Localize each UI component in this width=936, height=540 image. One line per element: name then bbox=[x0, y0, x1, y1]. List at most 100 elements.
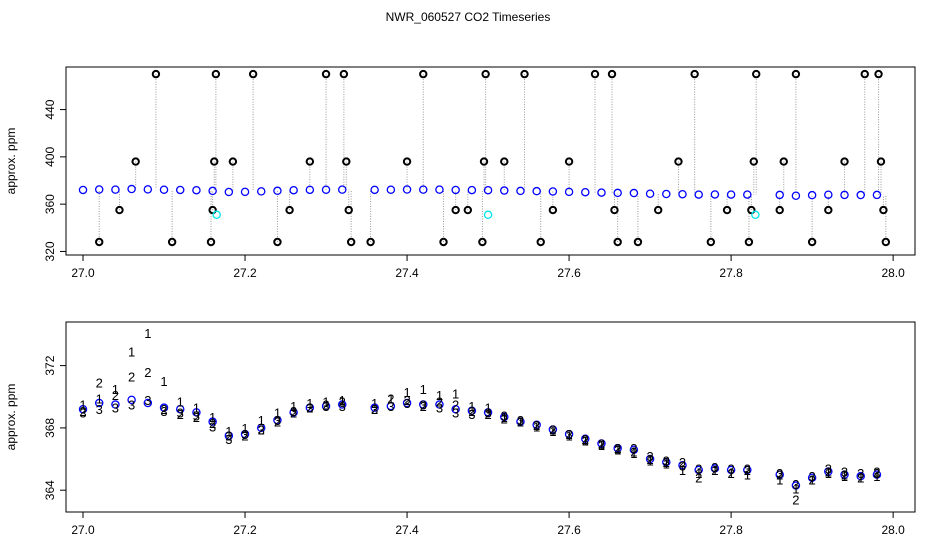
series-marker: 1 bbox=[371, 396, 378, 411]
point bbox=[94, 185, 104, 194]
point bbox=[710, 464, 720, 473]
x-tick-label: 27.6 bbox=[557, 523, 581, 537]
point bbox=[532, 420, 541, 430]
series-marker: 2 bbox=[290, 405, 297, 420]
point bbox=[337, 185, 347, 194]
series-marker: 1 bbox=[484, 401, 491, 416]
point bbox=[775, 190, 784, 200]
series-marker: 3 bbox=[776, 466, 783, 481]
series-marker: 3 bbox=[841, 465, 848, 480]
point bbox=[439, 237, 448, 247]
point bbox=[78, 404, 88, 414]
series-marker: 1 bbox=[436, 388, 443, 403]
point bbox=[779, 157, 788, 166]
point bbox=[548, 205, 558, 215]
series-marker: 2 bbox=[744, 463, 751, 478]
point bbox=[881, 237, 891, 247]
point bbox=[212, 210, 221, 220]
point bbox=[706, 237, 716, 247]
series-marker: 3 bbox=[630, 441, 637, 456]
series-marker: 2 bbox=[841, 468, 848, 483]
series-marker: 1 bbox=[614, 443, 621, 458]
point bbox=[645, 454, 655, 464]
series-marker: 3 bbox=[663, 454, 670, 469]
series-marker: 2 bbox=[792, 493, 799, 508]
point bbox=[208, 186, 217, 196]
series-marker: 3 bbox=[225, 432, 232, 447]
x-tick-label: 27.0 bbox=[71, 266, 95, 280]
point bbox=[127, 184, 136, 194]
series-marker: 1 bbox=[679, 463, 686, 478]
point bbox=[726, 465, 736, 475]
series-marker: 1 bbox=[387, 391, 394, 406]
series-marker: 2 bbox=[274, 415, 281, 430]
series-marker: 3 bbox=[258, 422, 265, 437]
point bbox=[273, 415, 282, 425]
point bbox=[645, 189, 655, 199]
point bbox=[694, 465, 703, 475]
series-marker: 1 bbox=[857, 471, 864, 486]
series-marker: 2 bbox=[96, 376, 103, 391]
point bbox=[467, 185, 477, 195]
point bbox=[479, 157, 489, 166]
series-marker: 2 bbox=[711, 463, 718, 478]
point bbox=[419, 400, 428, 409]
series-marker: 1 bbox=[711, 463, 718, 478]
series-marker: 2 bbox=[695, 471, 702, 486]
series-marker: 2 bbox=[177, 407, 184, 422]
y-tick-label: 360 bbox=[43, 194, 57, 214]
point bbox=[159, 185, 169, 194]
point bbox=[824, 190, 833, 199]
plot-frame bbox=[65, 66, 916, 256]
series-marker: 1 bbox=[160, 374, 167, 389]
series-marker: 2 bbox=[646, 452, 653, 467]
series-marker: 2 bbox=[517, 415, 524, 430]
series-marker: 3 bbox=[582, 433, 589, 448]
series-marker: 1 bbox=[630, 446, 637, 461]
series-marker: 2 bbox=[825, 465, 832, 480]
point bbox=[840, 190, 849, 200]
point bbox=[370, 185, 379, 195]
point bbox=[143, 398, 153, 408]
series-marker: 1 bbox=[565, 429, 572, 444]
series-marker: 2 bbox=[306, 401, 313, 416]
series-marker: 3 bbox=[436, 401, 443, 416]
series-marker: 2 bbox=[128, 370, 135, 385]
point bbox=[127, 395, 136, 405]
point bbox=[321, 69, 331, 79]
series-marker: 2 bbox=[565, 427, 572, 442]
x-tick-label: 28.0 bbox=[881, 266, 905, 280]
series-marker: 3 bbox=[825, 461, 832, 476]
point bbox=[548, 187, 558, 196]
series-marker: 3 bbox=[873, 466, 880, 481]
point bbox=[159, 403, 169, 412]
series-marker: 3 bbox=[144, 393, 151, 408]
point bbox=[115, 205, 124, 215]
point bbox=[581, 187, 590, 197]
point bbox=[775, 470, 784, 479]
point bbox=[791, 191, 801, 201]
point bbox=[175, 185, 185, 195]
figure-title: NWR_060527 CO2 Timeseries bbox=[386, 10, 551, 24]
series-marker: 3 bbox=[549, 422, 556, 437]
series-marker: 1 bbox=[825, 466, 832, 481]
series-marker: 2 bbox=[339, 394, 346, 409]
series-marker: 1 bbox=[549, 424, 556, 439]
series-marker: 3 bbox=[371, 402, 378, 417]
point bbox=[78, 185, 88, 195]
series-marker: 3 bbox=[403, 396, 410, 411]
point bbox=[824, 205, 833, 215]
y-tick-label: 440 bbox=[43, 99, 57, 119]
series-marker: 3 bbox=[290, 404, 297, 419]
series-marker: 2 bbox=[484, 407, 491, 422]
x-tick-label: 27.4 bbox=[395, 523, 419, 537]
point bbox=[419, 185, 428, 194]
series-marker: 2 bbox=[258, 422, 265, 437]
point bbox=[860, 69, 869, 79]
point bbox=[590, 69, 600, 79]
x-tick-label: 27.8 bbox=[719, 266, 743, 280]
point bbox=[824, 467, 833, 476]
point bbox=[872, 190, 882, 200]
series-marker: 3 bbox=[274, 413, 281, 428]
